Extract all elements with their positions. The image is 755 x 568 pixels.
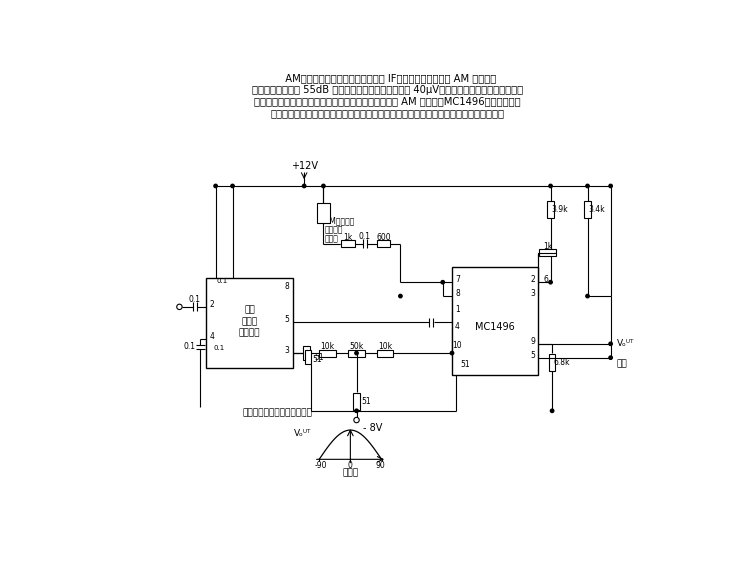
Text: 放大器: 放大器: [242, 317, 257, 326]
Text: 8: 8: [285, 282, 290, 291]
Text: 0.1: 0.1: [183, 343, 196, 352]
Text: 相位角: 相位角: [342, 469, 359, 478]
Bar: [305, 350, 311, 364]
Text: 0.1: 0.1: [189, 295, 201, 304]
Text: 去耦: 去耦: [617, 360, 627, 368]
Text: AM载波在这: AM载波在这: [325, 216, 356, 225]
Text: 3: 3: [531, 289, 535, 298]
Text: 放大和限幅，提供 55dB 的增益（或更高），限幅値为 40μV。经过限幅的载波加到载波端的: 放大和限幅，提供 55dB 的增益（或更高），限幅値为 40μV。经过限幅的载波…: [251, 85, 523, 95]
Circle shape: [549, 281, 552, 284]
Text: 里被放大: 里被放大: [325, 225, 344, 235]
Circle shape: [609, 184, 612, 187]
Text: 51: 51: [461, 360, 470, 369]
Bar: [341, 240, 355, 247]
Circle shape: [586, 294, 589, 298]
Text: 0.1: 0.1: [216, 278, 227, 285]
Bar: [452, 267, 538, 375]
Text: 51: 51: [314, 353, 324, 362]
Text: -90: -90: [315, 461, 327, 470]
Text: 10k: 10k: [378, 342, 392, 351]
Circle shape: [399, 294, 402, 298]
Text: 1k: 1k: [543, 242, 552, 251]
Circle shape: [450, 352, 454, 355]
Text: Vₒᵁᵀ: Vₒᵁᵀ: [294, 429, 312, 437]
Text: Vₒᵁᵀ: Vₒᵁᵀ: [617, 339, 634, 348]
Text: 3.4k: 3.4k: [588, 204, 605, 214]
Circle shape: [586, 184, 589, 187]
Text: 检测部分以产生希望的切换功能。接下来，信号被同步 AM 解调器（MC1496）解调，由于: 检测部分以产生希望的切换功能。接下来，信号被同步 AM 解调器（MC1496）解…: [254, 96, 521, 106]
Text: 2: 2: [531, 275, 535, 285]
Circle shape: [609, 342, 612, 345]
Bar: [319, 349, 336, 357]
Bar: [348, 349, 365, 357]
Text: 2: 2: [209, 300, 214, 309]
Circle shape: [214, 184, 217, 187]
Circle shape: [303, 184, 306, 187]
Text: 50k: 50k: [350, 342, 364, 351]
Bar: [453, 358, 459, 371]
Text: 1: 1: [455, 304, 460, 314]
Text: 和限幅器: 和限幅器: [239, 328, 260, 337]
Text: - 8V: - 8V: [362, 423, 382, 433]
Text: 10: 10: [452, 341, 462, 350]
Text: 3.9k: 3.9k: [551, 204, 568, 214]
Text: 高频: 高频: [244, 306, 255, 315]
Text: 8: 8: [455, 289, 460, 298]
Circle shape: [609, 356, 612, 360]
Circle shape: [355, 352, 358, 355]
Text: 5: 5: [285, 315, 290, 324]
Text: +12V: +12V: [291, 161, 318, 171]
Text: 3: 3: [285, 346, 290, 355]
Text: MC1496: MC1496: [475, 322, 515, 332]
Bar: [539, 249, 556, 256]
Text: 6.8k: 6.8k: [553, 358, 569, 367]
Text: 0: 0: [348, 461, 353, 470]
Text: 0.1: 0.1: [359, 232, 371, 240]
Circle shape: [231, 184, 234, 187]
Circle shape: [355, 409, 358, 412]
Text: AM调幅信号解调器电路。该电路的 IF（中频）增益模块对 AM 载波进行: AM调幅信号解调器电路。该电路的 IF（中频）增益模块对 AM 载波进行: [279, 73, 496, 83]
Text: 和限幅: 和限幅: [325, 235, 339, 244]
Text: 9: 9: [531, 337, 535, 346]
Text: 0.1: 0.1: [213, 345, 224, 352]
Text: 7: 7: [455, 275, 460, 285]
Text: 该器件具有平衡特性，故载波被衰减。如相位与增益关系图所示的那样，当载波信号同相: 该器件具有平衡特性，故载波被衰减。如相位与增益关系图所示的那样，当载波信号同相: [270, 108, 504, 118]
Text: 4: 4: [209, 332, 214, 341]
Text: 90: 90: [375, 461, 385, 470]
Circle shape: [322, 184, 325, 187]
Bar: [377, 240, 390, 247]
Bar: [206, 278, 293, 369]
Bar: [304, 346, 310, 360]
Bar: [377, 349, 393, 357]
Text: 1k: 1k: [344, 233, 353, 241]
Text: 51: 51: [313, 355, 322, 364]
Bar: [549, 354, 555, 371]
Bar: [353, 393, 359, 410]
Text: 6: 6: [544, 275, 548, 285]
Bar: [547, 201, 553, 218]
Text: 注：全部电阵値以欧姆为单位: 注：全部电阵値以欧姆为单位: [242, 408, 313, 417]
Circle shape: [549, 184, 552, 187]
Text: 10k: 10k: [320, 342, 334, 351]
Bar: [584, 201, 590, 218]
Circle shape: [441, 281, 445, 284]
Text: 4: 4: [455, 321, 460, 331]
Circle shape: [550, 409, 554, 412]
Text: 5: 5: [531, 351, 535, 360]
Text: 600: 600: [376, 233, 391, 241]
Bar: [317, 203, 330, 223]
Text: 51: 51: [361, 397, 371, 406]
